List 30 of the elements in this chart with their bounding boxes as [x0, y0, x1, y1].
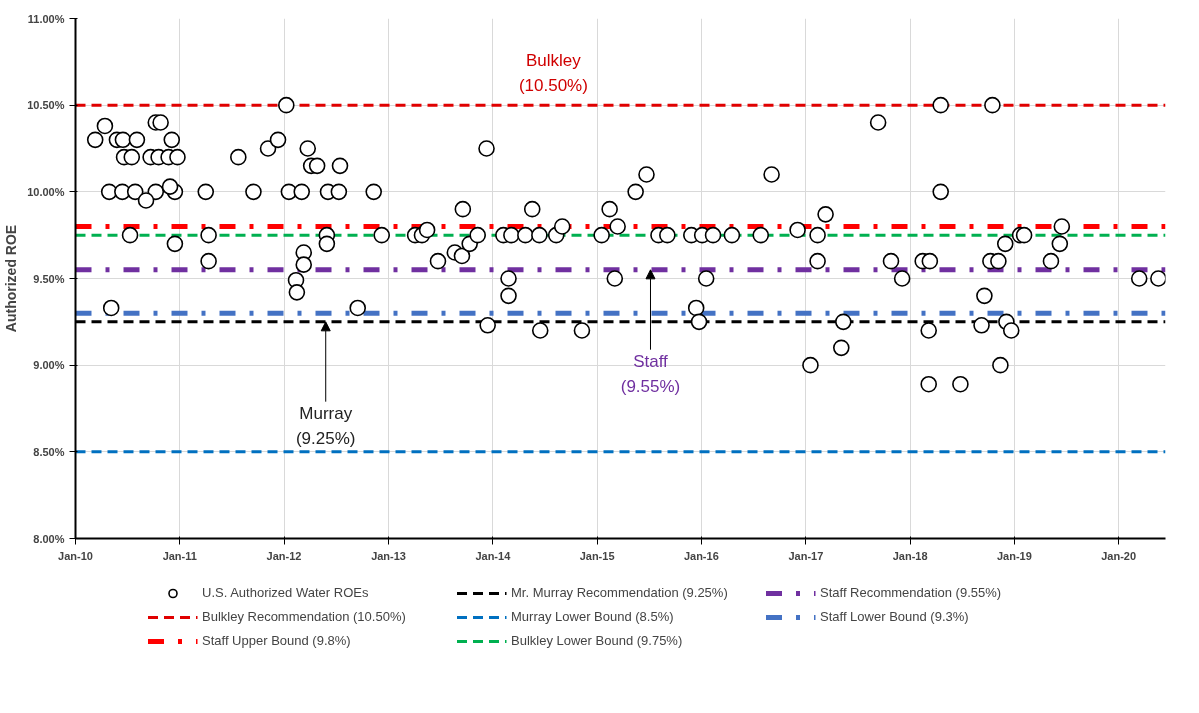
- annotation: Bulkley (10.50%): [518, 51, 588, 96]
- y-tick-label: 8.50%: [33, 445, 65, 458]
- y-tick-label: 9.50%: [33, 272, 65, 285]
- y-tick-label: 9.00%: [33, 359, 65, 372]
- x-tick-label: Jan-19: [996, 549, 1032, 562]
- x-tick-label: Jan-18: [892, 549, 928, 562]
- legend-label: Bulkley Recommendation (10.50%): [202, 609, 407, 624]
- y-tick-label: 10.00%: [27, 185, 65, 198]
- x-tick-label: Jan-12: [266, 549, 302, 562]
- x-tick-label: Jan-11: [162, 549, 197, 562]
- legend-label: Bulkley Lower Bound (9.75%): [511, 633, 684, 648]
- x-tick-label: Jan-20: [1101, 549, 1137, 562]
- x-tick-label: Jan-10: [58, 549, 93, 562]
- y-tick-label: 10.50%: [27, 99, 65, 112]
- annotation: Staff (9.55%): [620, 351, 681, 396]
- x-tick-label: Jan-14: [475, 549, 512, 562]
- legend-label: Murray Lower Bound (8.5%): [511, 609, 675, 624]
- legend-label: U.S. Authorized Water ROEs: [202, 585, 370, 600]
- y-tick-label: 8.00%: [33, 532, 65, 545]
- legend-label: Staff Upper Bound (9.8%): [202, 633, 352, 648]
- y-tick-label: 11.00%: [27, 12, 65, 25]
- x-tick-label: Jan-13: [371, 549, 406, 562]
- x-tick-label: Jan-16: [683, 549, 719, 562]
- y-axis-title: Authorized ROE: [3, 224, 20, 333]
- legend-label: Mr. Murray Recommendation (9.25%): [511, 585, 729, 600]
- legend-label: Staff Recommendation (9.55%): [820, 585, 1003, 600]
- annotation: Murray (9.25%): [295, 403, 356, 448]
- legend-label: Staff Lower Bound (9.3%): [820, 609, 970, 624]
- x-tick-label: Jan-17: [788, 549, 824, 562]
- x-tick-label: Jan-15: [579, 549, 615, 562]
